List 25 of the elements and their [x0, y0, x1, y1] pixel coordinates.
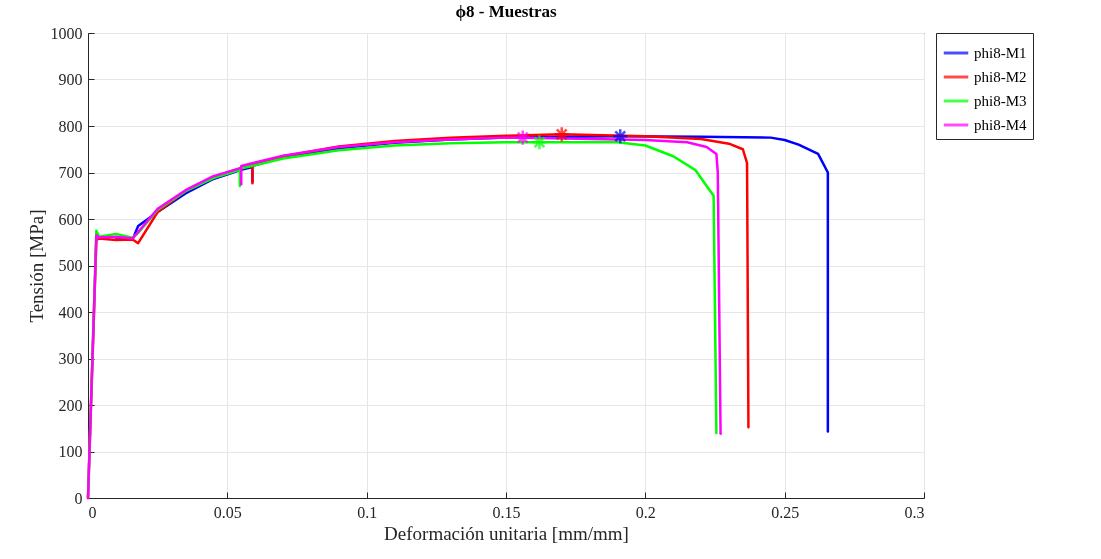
legend-label: phi8-M2 — [974, 69, 1027, 85]
y-tick-label: 900 — [58, 71, 83, 88]
y-tick-label: 800 — [58, 117, 83, 135]
y-tick-label: 0 — [74, 489, 83, 507]
x-tick-label: 0.25 — [771, 503, 800, 521]
x-axis-title: Deformación unitaria [mm/mm] — [384, 522, 629, 544]
chart-title: ϕ8 - Muestras — [455, 2, 557, 21]
x-tick-label: 0.2 — [635, 503, 656, 521]
y-tick-label: 200 — [58, 396, 83, 414]
legend-label: phi8-M1 — [974, 45, 1027, 61]
y-tick-label: 400 — [58, 303, 83, 321]
x-tick-label: 0 — [88, 503, 97, 521]
x-tick-label: 0.05 — [213, 503, 242, 521]
x-tick-label: 0.15 — [492, 503, 521, 521]
y-tick-label: 100 — [58, 443, 83, 460]
legend-label: phi8-M4 — [974, 117, 1027, 133]
y-tick-label: 1000 — [50, 24, 83, 42]
y-axis-title: Tensión [MPa] — [25, 209, 47, 323]
y-tick-label: 300 — [58, 350, 83, 367]
y-tick-label: 500 — [58, 257, 83, 274]
x-tick-label: 0.3 — [904, 503, 925, 521]
y-tick-label: 700 — [58, 164, 83, 181]
legend-label: phi8-M3 — [974, 93, 1027, 109]
x-tick-label: 0.1 — [357, 503, 378, 521]
y-tick-label: 600 — [58, 210, 83, 228]
